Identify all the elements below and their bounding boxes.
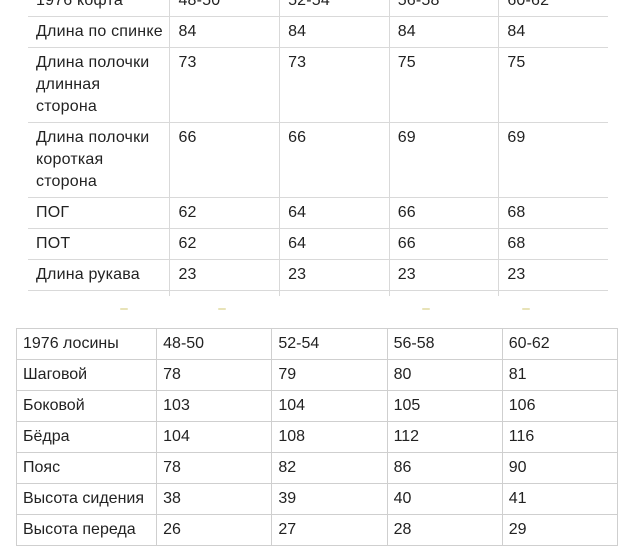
- losiny-size-header-cell: 48-50: [156, 328, 273, 360]
- kofta-value-cell: 66: [389, 228, 500, 260]
- kofta-value-cell: 84: [389, 16, 500, 48]
- kofta-label-cell: Длина полочки длинная сторона: [28, 47, 171, 123]
- losiny-value-cell: 79: [271, 359, 388, 391]
- losiny-row: Боковой 103 104 105 106: [16, 390, 619, 422]
- kofta-value-cell: 66: [279, 122, 390, 198]
- kofta-label-cell: Длина полочки короткая сторона: [28, 122, 171, 198]
- kofta-header-row: 1976 кофта 48-50 52-54 56-58 60-62: [28, 0, 608, 17]
- kofta-value-cell: 75: [389, 47, 500, 123]
- seam-mark: [120, 308, 128, 310]
- losiny-value-cell: 108: [271, 421, 388, 453]
- kofta-value-cell: 23: [389, 259, 500, 291]
- kofta-value-cell: 68: [498, 197, 608, 229]
- kofta-row: Ширина плеча424446: [28, 290, 608, 296]
- kofta-value-cell: 62: [169, 228, 281, 260]
- losiny-size-header-cell: 52-54: [271, 328, 388, 360]
- losiny-row: Пояс 78 82 86 90: [16, 452, 619, 484]
- kofta-value-cell: 75: [498, 47, 608, 123]
- kofta-row: ПОГ 62 64 66 68: [28, 197, 608, 229]
- kofta-label-cell: ПОТ: [28, 228, 171, 260]
- losiny-label-cell: Шаговой: [16, 359, 158, 391]
- seam-mark: [422, 308, 430, 310]
- losiny-label-cell: Высота переда: [16, 514, 158, 546]
- losiny-value-cell: 80: [387, 359, 503, 391]
- kofta-size-table-container: 1976 кофта 48-50 52-54 56-58 60-62 Длина по с…: [28, 0, 608, 296]
- seam-mark: [522, 308, 530, 310]
- losiny-value-cell: 38: [156, 483, 273, 515]
- kofta-value-cell: 73: [279, 47, 390, 123]
- kofta-size-header-cell: 56-58: [389, 0, 500, 17]
- kofta-row: ПОТ 62 64 66 68: [28, 228, 608, 260]
- kofta-row: Длина полочки длинная сторона 73 73 75 75: [28, 47, 608, 123]
- kofta-value-cell: 46: [389, 290, 500, 296]
- kofta-value-cell: 64: [279, 197, 390, 229]
- kofta-value-cell: 68: [498, 228, 608, 260]
- losiny-value-cell: 106: [502, 390, 619, 422]
- losiny-value-cell: 28: [387, 514, 503, 546]
- kofta-size-header-cell: 60-62: [498, 0, 608, 17]
- losiny-value-cell: 104: [156, 421, 273, 453]
- losiny-value-cell: 104: [271, 390, 388, 422]
- losiny-value-cell: 90: [502, 452, 619, 484]
- kofta-value-cell: 69: [389, 122, 500, 198]
- kofta-label-cell: Длина по спинке: [28, 16, 171, 48]
- kofta-row: Длина по спинке 84 84 84 84: [28, 16, 608, 48]
- losiny-value-cell: 103: [156, 390, 273, 422]
- kofta-label-cell: Ширина плеча: [28, 290, 171, 296]
- kofta-value-cell: [498, 290, 608, 296]
- kofta-value-cell: 73: [169, 47, 281, 123]
- losiny-value-cell: 81: [502, 359, 619, 391]
- losiny-label-cell: Пояс: [16, 452, 158, 484]
- losiny-value-cell: 116: [502, 421, 619, 453]
- losiny-title-cell: 1976 лосины: [16, 328, 158, 360]
- losiny-size-table: 1976 лосины 48-50 52-54 56-58 60-62 Шаговой 78…: [16, 328, 619, 546]
- losiny-value-cell: 78: [156, 452, 273, 484]
- losiny-row: Бёдра 104 108 112 116: [16, 421, 619, 453]
- losiny-row: Высота переда 26 27 28 29: [16, 514, 619, 546]
- losiny-value-cell: 112: [387, 421, 503, 453]
- kofta-value-cell: 23: [169, 259, 281, 291]
- kofta-size-header-cell: 48-50: [169, 0, 281, 17]
- kofta-row: Длина полочки короткая сторона 66 66 69 69: [28, 122, 608, 198]
- kofta-size-header-cell: 52-54: [279, 0, 390, 17]
- kofta-value-cell: 62: [169, 197, 281, 229]
- kofta-size-table: 1976 кофта 48-50 52-54 56-58 60-62 Длина по с…: [28, 0, 608, 296]
- kofta-value-cell: 69: [498, 122, 608, 198]
- kofta-value-cell: 64: [279, 228, 390, 260]
- losiny-value-cell: 86: [387, 452, 503, 484]
- kofta-value-cell: 84: [169, 16, 281, 48]
- kofta-value-cell: 66: [169, 122, 281, 198]
- losiny-label-cell: Боковой: [16, 390, 158, 422]
- kofta-label-cell: Длина рукава: [28, 259, 171, 291]
- losiny-value-cell: 82: [271, 452, 388, 484]
- kofta-value-cell: 44: [279, 290, 390, 296]
- kofta-value-cell: 84: [279, 16, 390, 48]
- losiny-label-cell: Высота сидения: [16, 483, 158, 515]
- losiny-value-cell: 27: [271, 514, 388, 546]
- losiny-value-cell: 39: [271, 483, 388, 515]
- losiny-row: Высота сидения 38 39 40 41: [16, 483, 619, 515]
- losiny-value-cell: 105: [387, 390, 503, 422]
- kofta-value-cell: 23: [279, 259, 390, 291]
- losiny-value-cell: 40: [387, 483, 503, 515]
- losiny-value-cell: 78: [156, 359, 273, 391]
- kofta-value-cell: 84: [498, 16, 608, 48]
- losiny-value-cell: 26: [156, 514, 273, 546]
- losiny-size-header-cell: 60-62: [502, 328, 619, 360]
- screenshot-seam: [0, 296, 640, 326]
- losiny-value-cell: 29: [502, 514, 619, 546]
- losiny-value-cell: 41: [502, 483, 619, 515]
- kofta-row: Длина рукава 23 23 23 23: [28, 259, 608, 291]
- kofta-title-cell: 1976 кофта: [28, 0, 171, 17]
- losiny-size-header-cell: 56-58: [387, 328, 503, 360]
- losiny-label-cell: Бёдра: [16, 421, 158, 453]
- losiny-header-row: 1976 лосины 48-50 52-54 56-58 60-62: [16, 328, 619, 360]
- kofta-value-cell: 42: [169, 290, 281, 296]
- seam-mark: [218, 308, 226, 310]
- kofta-value-cell: 66: [389, 197, 500, 229]
- kofta-label-cell: ПОГ: [28, 197, 171, 229]
- losiny-row: Шаговой 78 79 80 81: [16, 359, 619, 391]
- kofta-value-cell: 23: [498, 259, 608, 291]
